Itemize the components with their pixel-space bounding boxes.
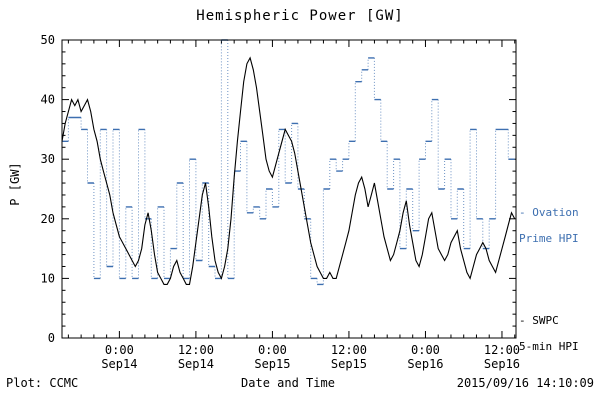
swpc-line — [61, 56, 516, 285]
x-tick-time-label: 12:00 — [331, 343, 367, 357]
legend-ovation-line1: - Ovation — [519, 206, 579, 219]
plot-frame — [61, 39, 517, 339]
legend-ovation-line2: Prime HPI — [519, 232, 579, 245]
y-tick-label: 20 — [41, 212, 55, 226]
x-tick-date-label: Sep16 — [407, 357, 443, 371]
ovation-step-connectors — [67, 40, 509, 285]
y-tick-label: 40 — [41, 93, 55, 107]
y-tick-label: 10 — [41, 271, 55, 285]
x-tick-time-label: 12:00 — [484, 343, 520, 357]
legend-ovation: - Ovation Prime HPI — [519, 206, 579, 245]
x-tick-date-label: Sep14 — [101, 357, 137, 371]
x-tick-time-label: 12:00 — [178, 343, 214, 357]
x-tick-date-label: Sep16 — [484, 357, 520, 371]
legend-swpc-line2: 5-min HPI — [519, 340, 579, 353]
legend-swpc-line1: - SWPC — [519, 314, 559, 327]
x-tick-date-label: Sep14 — [178, 357, 214, 371]
ovation-step-line — [62, 39, 515, 286]
plot-source-label: Plot: CCMC — [6, 376, 79, 390]
x-tick-time-label: 0:00 — [411, 343, 440, 357]
y-axis-label: P [GW] — [8, 162, 22, 206]
x-tick-time-label: 0:00 — [258, 343, 287, 357]
x-tick-date-label: Sep15 — [254, 357, 290, 371]
x-tick-date-label: Sep15 — [331, 357, 367, 371]
x-tick-time-label: 0:00 — [105, 343, 134, 357]
chart-title: Hemispheric Power [GW] — [196, 8, 404, 24]
x-axis-label: Date and Time — [241, 376, 335, 390]
legend-swpc: - SWPC 5-min HPI — [519, 314, 579, 353]
y-tick-label: 0 — [48, 331, 55, 345]
y-tick-label: 50 — [41, 33, 55, 47]
y-tick-label: 30 — [41, 152, 55, 166]
plot-timestamp: 2015/09/16 14:10:09 — [456, 376, 594, 390]
